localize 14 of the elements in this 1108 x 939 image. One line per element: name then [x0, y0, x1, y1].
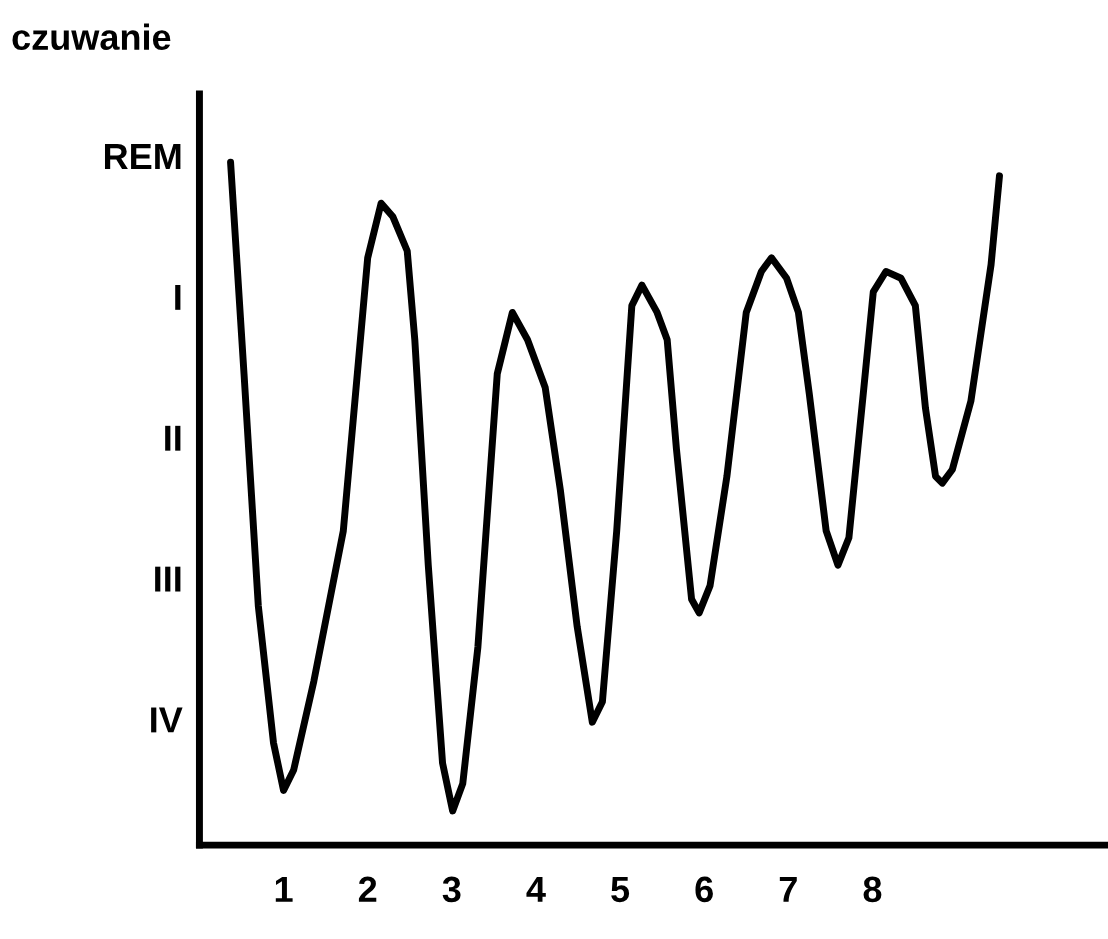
text: III	[155, 566, 181, 592]
x-tick-label: 7	[779, 876, 797, 902]
text: IV	[151, 707, 183, 733]
y-axis-title: czuwanie	[12, 23, 171, 50]
text: II	[165, 425, 181, 451]
x-tick-label: 3	[442, 876, 461, 903]
x-tick-label: 6	[695, 876, 713, 903]
text: REM	[104, 144, 181, 169]
x-tick-label: 8	[863, 876, 882, 903]
x-tick-label: 2	[358, 876, 377, 902]
text: I	[175, 284, 181, 310]
x-tick-label: 5	[611, 876, 630, 903]
x-tick-label: 4	[526, 876, 546, 902]
x-tick-label: 1	[275, 876, 293, 902]
